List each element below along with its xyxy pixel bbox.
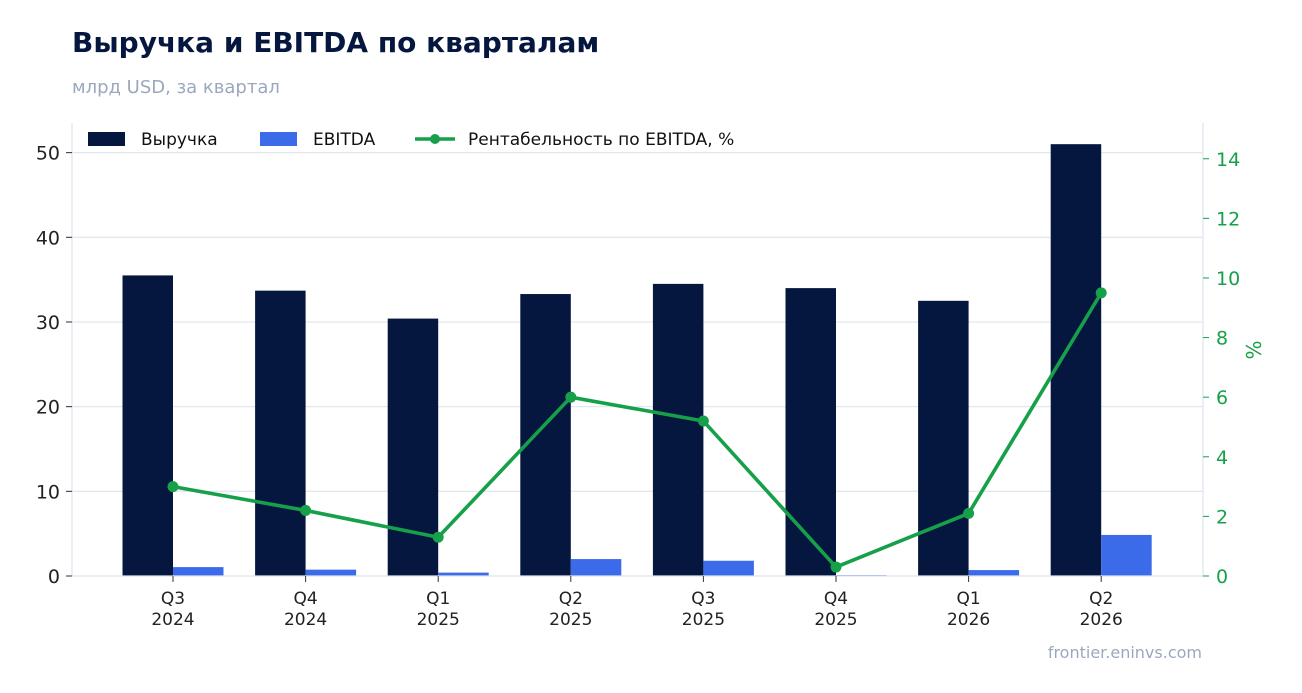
legend-marker-margin [430, 134, 440, 144]
margin-point [830, 561, 842, 573]
x-tick-label: 2025 [814, 610, 857, 630]
ebitda-bar [438, 572, 489, 576]
x-tick-label: 2025 [549, 610, 592, 630]
grid-lines [66, 151, 1203, 492]
left-tick-label: 20 [36, 397, 60, 419]
x-tick-label: 2024 [151, 610, 194, 630]
x-tick-label: Q3 [691, 589, 715, 609]
legend-swatch-ebitda [260, 132, 297, 146]
revenue-bar [255, 290, 306, 576]
legend-label-revenue: Выручка [141, 130, 218, 150]
margin-line [167, 287, 1107, 573]
right-tick-label: 2 [1216, 506, 1228, 528]
x-tick-label: Q3 [161, 589, 185, 609]
revenue-bar [918, 300, 969, 576]
margin-point [565, 391, 577, 403]
axes: 0102030405002468101214%Q32024Q42024Q1202… [36, 123, 1266, 630]
ebitda-bar [1101, 534, 1152, 576]
margin-point [963, 507, 975, 519]
left-tick-label: 30 [36, 312, 60, 334]
margin-point [697, 415, 709, 427]
x-tick-label: 2024 [284, 610, 327, 630]
margin-point [167, 481, 179, 493]
left-tick-label: 40 [36, 227, 60, 249]
x-tick-label: Q2 [1089, 589, 1113, 609]
left-tick-label: 0 [48, 566, 60, 588]
right-tick-label: 4 [1216, 447, 1228, 469]
bars [122, 144, 1152, 577]
margin-point [300, 504, 312, 516]
ebitda-bar [305, 569, 357, 576]
ebitda-bar [703, 560, 754, 576]
revenue-bar [785, 288, 836, 576]
ebitda-bar [173, 567, 224, 576]
x-tick-label: Q1 [426, 589, 450, 609]
left-tick-label: 10 [36, 481, 60, 503]
revenue-bar [1050, 144, 1102, 577]
legend: Выручка EBITDA Рентабельность по EBITDA, % [88, 130, 734, 150]
right-tick-label: 8 [1216, 328, 1228, 350]
x-tick-label: 2025 [417, 610, 460, 630]
x-tick-label: 2026 [1080, 610, 1123, 630]
x-tick-label: Q1 [956, 589, 980, 609]
x-tick-label: 2025 [682, 610, 725, 630]
chart-subtitle: млрд USD, за квартал [72, 77, 280, 98]
legend-label-margin: Рентабельность по EBITDA, % [468, 130, 734, 150]
right-tick-label: 0 [1216, 566, 1228, 588]
margin-point [1095, 287, 1107, 299]
legend-swatch-revenue [88, 132, 125, 146]
chart-title: Выручка и EBITDA по кварталам [72, 26, 600, 59]
left-tick-label: 50 [36, 143, 60, 165]
right-axis-label: % [1242, 340, 1266, 359]
x-tick-label: Q4 [824, 589, 848, 609]
source-label: frontier.eninvs.com [1047, 643, 1202, 662]
margin-line-path [172, 291, 1103, 569]
right-tick-label: 12 [1216, 208, 1240, 230]
ebitda-bar [570, 559, 622, 576]
right-tick-label: 14 [1216, 149, 1240, 171]
legend-label-ebitda: EBITDA [313, 130, 376, 150]
margin-point [432, 531, 444, 543]
right-tick-label: 6 [1216, 387, 1228, 409]
x-tick-label: 2026 [947, 610, 990, 630]
ebitda-bar [968, 570, 1020, 576]
x-tick-label: Q4 [293, 589, 317, 609]
revenue-bar [520, 294, 571, 576]
revenue-bar [652, 283, 704, 576]
revenue-bar [122, 275, 173, 576]
x-tick-label: Q2 [559, 589, 583, 609]
right-tick-label: 10 [1216, 268, 1240, 290]
